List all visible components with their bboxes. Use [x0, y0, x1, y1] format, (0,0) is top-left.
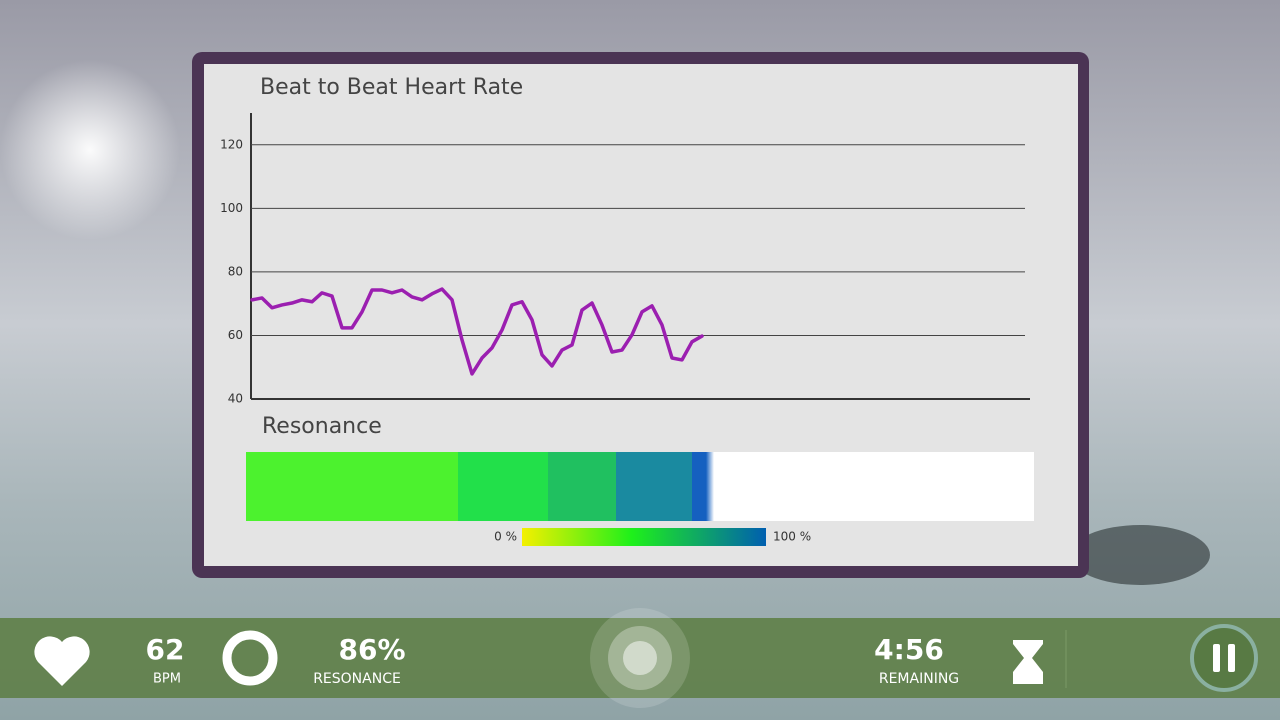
island — [1070, 525, 1210, 585]
time-value: 4:56 — [874, 633, 944, 666]
resonance-segment — [706, 452, 714, 521]
sun-glow — [0, 60, 180, 240]
bpm-value: 62 — [146, 633, 185, 666]
bpm-label: BPM — [153, 672, 181, 687]
y-tick-label: 80 — [228, 264, 243, 278]
resonance-title: Resonance — [262, 414, 382, 439]
y-tick-label: 40 — [228, 392, 243, 406]
resonance-segment — [616, 452, 692, 521]
resonance-segment — [548, 452, 616, 521]
chart-title: Beat to Beat Heart Rate — [260, 75, 523, 100]
resonance-segment — [692, 452, 706, 521]
y-tick-label: 60 — [228, 328, 243, 342]
resonance-label: RESONANCE — [313, 671, 401, 687]
scale-min-label: 0 % — [494, 530, 517, 544]
y-tick-label: 120 — [220, 137, 243, 151]
scale-gradient — [522, 528, 766, 546]
resonance-bar — [246, 452, 1034, 521]
hourglass-icon — [1013, 640, 1043, 684]
resonance-segment — [458, 452, 548, 521]
pause-bar — [1213, 644, 1220, 672]
center-button-dot — [623, 641, 657, 675]
pause-bar — [1228, 644, 1235, 672]
pause-button[interactable] — [1190, 624, 1258, 692]
heart-icon — [34, 636, 90, 686]
y-tick-label: 100 — [220, 201, 243, 215]
scale-max-label: 100 % — [773, 530, 811, 544]
resonance-segment — [246, 452, 458, 521]
heart-rate-line — [250, 287, 704, 376]
resonance-ring — [222, 630, 278, 686]
resonance-value: 86% — [338, 633, 405, 666]
plot: 40 60 80 100 120 — [220, 113, 1030, 406]
time-label: REMAINING — [879, 671, 959, 687]
